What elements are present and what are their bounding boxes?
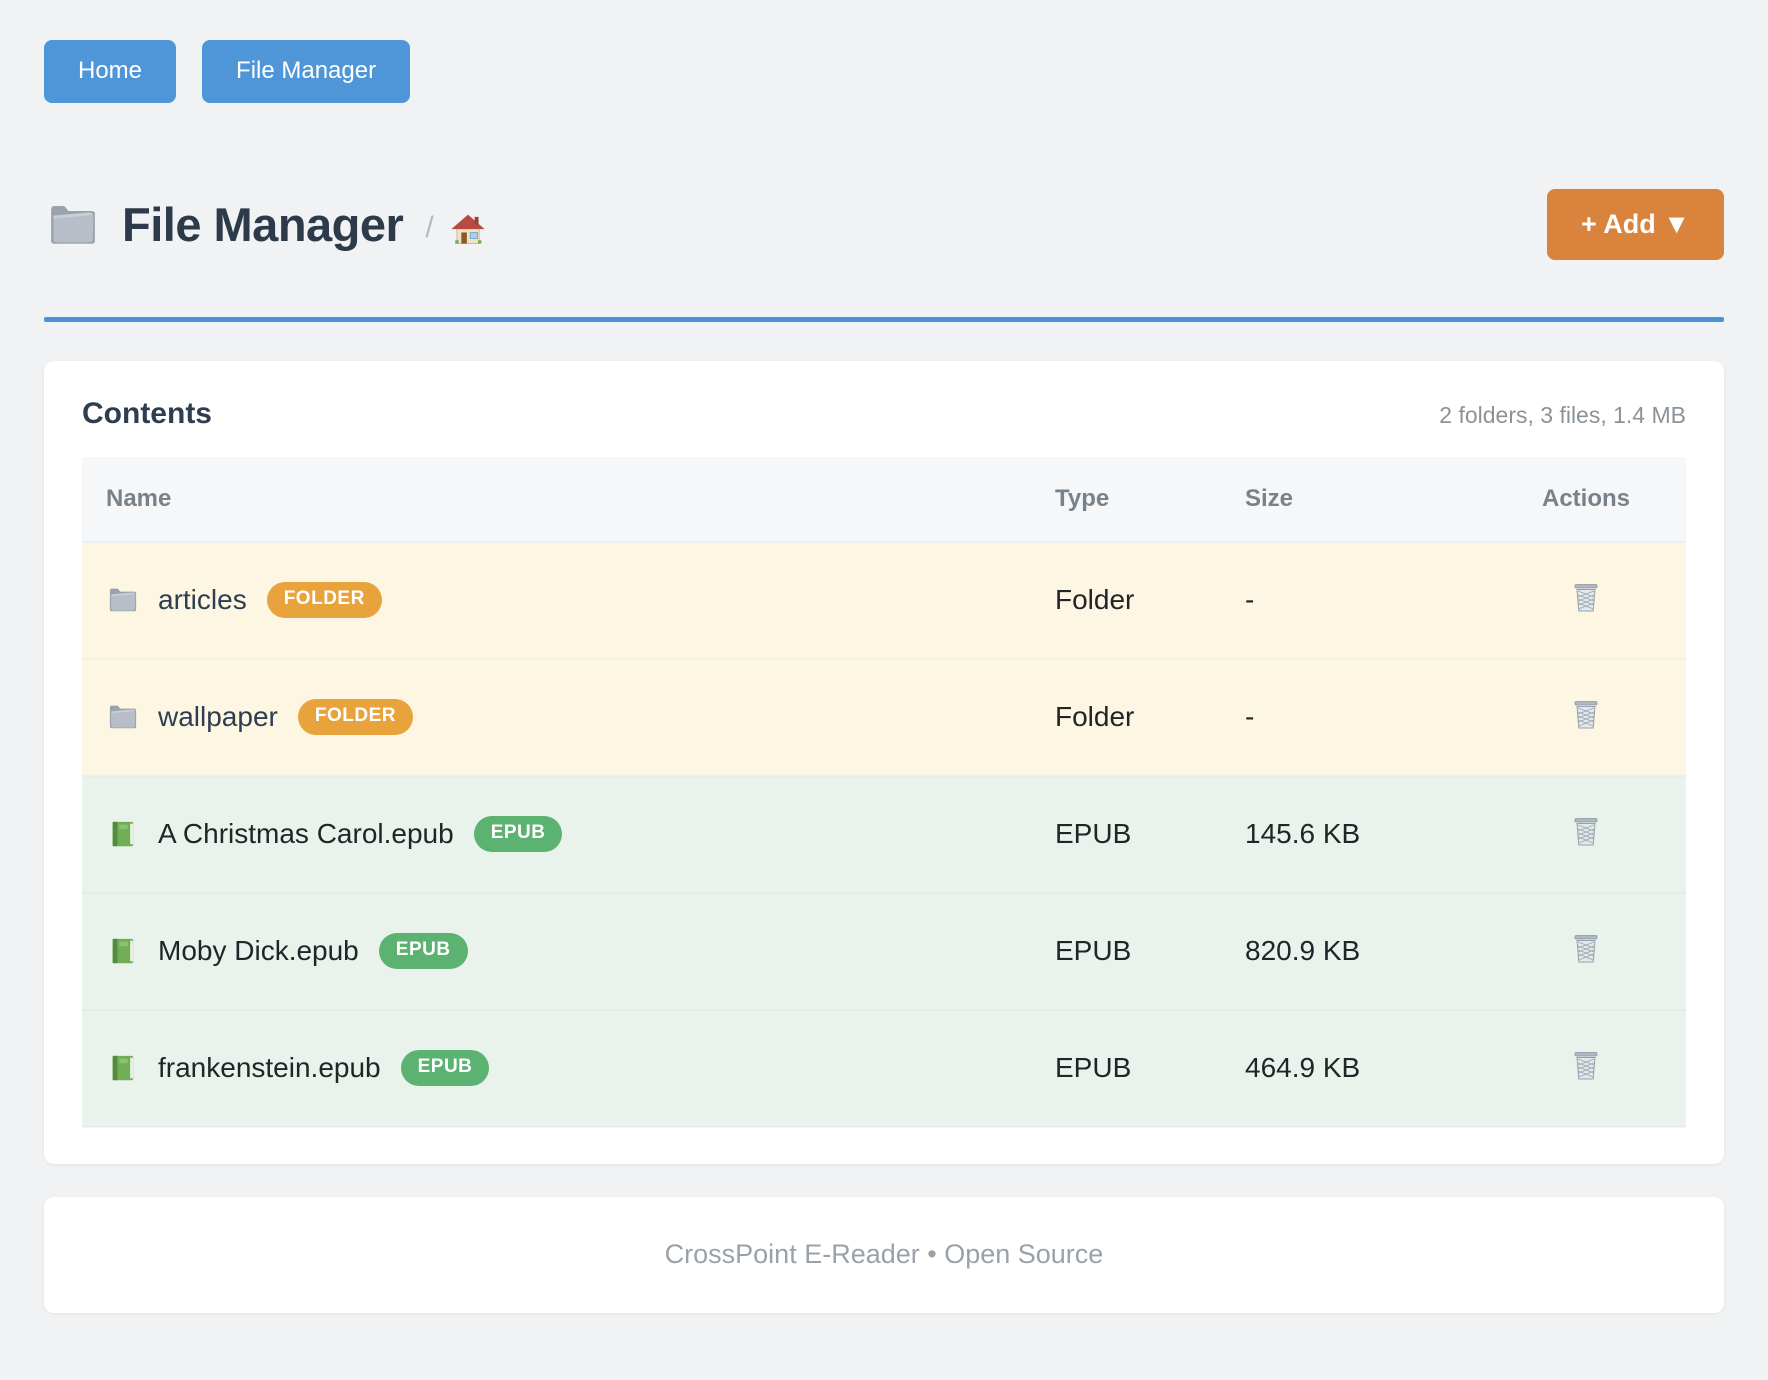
file-name[interactable]: A Christmas Carol.epub xyxy=(158,818,454,850)
home-button[interactable]: Home xyxy=(44,40,177,103)
delete-button[interactable] xyxy=(1568,579,1604,620)
table-row: Moby Dick.epub EPUB EPUB 820.9 KB xyxy=(82,892,1686,1010)
column-header-actions: Actions xyxy=(1486,456,1686,543)
footer: CrossPoint E-Reader • Open Source xyxy=(44,1196,1724,1313)
contents-heading: Contents xyxy=(82,396,212,430)
type-cell: EPUB xyxy=(1055,935,1132,967)
book-icon xyxy=(112,939,134,964)
size-cell: 464.9 KB xyxy=(1245,1052,1361,1084)
column-header-type: Type xyxy=(1031,456,1221,543)
house-icon[interactable] xyxy=(448,209,488,247)
folder-icon xyxy=(109,705,137,729)
size-cell: - xyxy=(1245,584,1255,616)
type-badge: FOLDER xyxy=(297,699,413,736)
file-table: Name Type Size Actions articles FOLDER F… xyxy=(82,456,1686,1128)
page-title: File Manager xyxy=(122,198,404,252)
book-icon xyxy=(112,1056,134,1081)
delete-button[interactable] xyxy=(1568,813,1604,854)
type-badge: EPUB xyxy=(473,816,563,853)
type-cell: Folder xyxy=(1055,584,1135,616)
trash-icon xyxy=(1574,1051,1598,1080)
file-name[interactable]: Moby Dick.epub xyxy=(158,935,359,967)
type-badge: FOLDER xyxy=(266,582,382,619)
table-row: A Christmas Carol.epub EPUB EPUB 145.6 K… xyxy=(82,775,1686,893)
contents-summary: 2 folders, 3 files, 1.4 MB xyxy=(1439,401,1686,428)
table-row: wallpaper FOLDER Folder - xyxy=(82,658,1686,776)
delete-button[interactable] xyxy=(1568,930,1604,971)
type-cell: EPUB xyxy=(1055,818,1132,850)
file-name[interactable]: frankenstein.epub xyxy=(158,1052,381,1084)
delete-button[interactable] xyxy=(1568,1047,1604,1088)
size-cell: 820.9 KB xyxy=(1245,935,1361,967)
type-badge: EPUB xyxy=(400,1050,490,1087)
header-divider xyxy=(44,316,1724,322)
size-cell: 145.6 KB xyxy=(1245,818,1361,850)
trash-icon xyxy=(1574,934,1598,963)
page: Home File Manager File Manager / + Add ▼… xyxy=(44,40,1724,1313)
table-header-row: Name Type Size Actions xyxy=(82,456,1686,543)
table-row: articles FOLDER Folder - xyxy=(82,541,1686,659)
type-badge: EPUB xyxy=(378,933,468,970)
file-manager-button[interactable]: File Manager xyxy=(202,40,411,103)
page-header: File Manager / + Add ▼ xyxy=(44,185,1724,265)
column-header-name: Name xyxy=(82,456,1031,543)
type-cell: EPUB xyxy=(1055,1052,1132,1084)
book-icon xyxy=(112,822,134,847)
trash-icon xyxy=(1574,583,1598,612)
size-cell: - xyxy=(1245,701,1255,733)
add-button[interactable]: + Add ▼ xyxy=(1547,189,1724,261)
contents-card: Contents 2 folders, 3 files, 1.4 MB Name… xyxy=(44,360,1724,1164)
trash-icon xyxy=(1574,700,1598,729)
trash-icon xyxy=(1574,817,1598,846)
file-name[interactable]: articles xyxy=(158,584,247,616)
folder-icon xyxy=(109,588,137,612)
footer-text: CrossPoint E-Reader • Open Source xyxy=(664,1239,1104,1270)
type-cell: Folder xyxy=(1055,701,1135,733)
delete-button[interactable] xyxy=(1568,696,1604,737)
folder-icon xyxy=(51,205,95,244)
column-header-size: Size xyxy=(1221,456,1486,543)
file-name[interactable]: wallpaper xyxy=(158,701,278,733)
table-row: frankenstein.epub EPUB EPUB 464.9 KB xyxy=(82,1009,1686,1127)
top-nav: Home File Manager xyxy=(44,40,1724,103)
breadcrumb-separator: / xyxy=(425,210,434,244)
